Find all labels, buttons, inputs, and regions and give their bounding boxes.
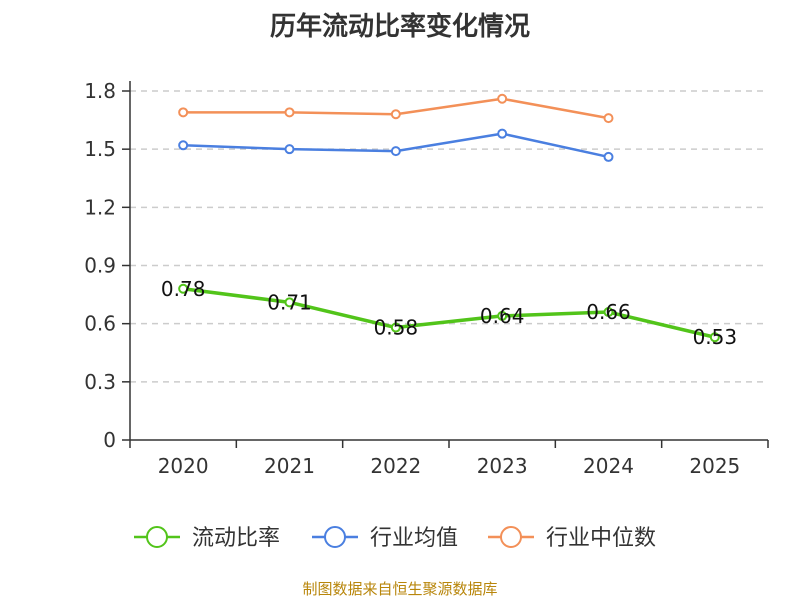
legend-marker-circle — [146, 526, 168, 548]
data-source-note: 制图数据来自恒生聚源数据库 — [302, 580, 498, 598]
data-label: 0.58 — [374, 316, 419, 340]
series-point-2 — [284, 107, 295, 118]
x-tick-label: 2021 — [264, 454, 315, 478]
series-point-0 — [497, 310, 508, 321]
legend-label: 行业中位数 — [546, 526, 656, 551]
y-tick-label: 1.5 — [84, 137, 116, 161]
x-tick-label: 2024 — [583, 454, 634, 478]
series-point-2 — [603, 113, 614, 124]
series-point-0 — [709, 332, 720, 343]
x-tick-label: 2020 — [158, 454, 209, 478]
data-label: 0.53 — [693, 325, 738, 349]
series-point-2 — [497, 93, 508, 104]
data-label: 0.66 — [586, 300, 631, 324]
x-tick-label: 2025 — [689, 454, 740, 478]
series-point-0 — [178, 283, 189, 294]
y-tick-label: 0.9 — [84, 254, 116, 278]
x-tick-label: 2022 — [370, 454, 421, 478]
data-label: 0.64 — [480, 304, 525, 328]
series-point-0 — [284, 297, 295, 308]
series-point-0 — [603, 307, 614, 318]
legend-marker-circle — [324, 526, 346, 548]
data-label: 0.71 — [267, 290, 312, 314]
series-point-1 — [390, 146, 401, 157]
x-tick-label: 2023 — [477, 454, 528, 478]
series-point-1 — [497, 128, 508, 139]
y-tick-label: 0 — [103, 428, 116, 452]
legend-label: 行业均值 — [370, 526, 458, 551]
y-tick-label: 1.8 — [84, 79, 116, 103]
legend-label: 流动比率 — [192, 526, 280, 551]
legend-marker-circle — [500, 526, 522, 548]
series-point-2 — [178, 107, 189, 118]
data-label: 0.78 — [161, 277, 206, 301]
y-tick-label: 1.2 — [84, 195, 116, 219]
y-tick-label: 0.3 — [84, 370, 116, 394]
series-line-0 — [182, 287, 716, 339]
y-tick-label: 0.6 — [84, 312, 116, 336]
series-point-2 — [390, 109, 401, 120]
series-point-1 — [603, 151, 614, 162]
chart-title: 历年流动比率变化情况 — [269, 12, 530, 42]
series-point-0 — [390, 322, 401, 333]
series-point-1 — [178, 140, 189, 151]
series-point-1 — [284, 144, 295, 155]
